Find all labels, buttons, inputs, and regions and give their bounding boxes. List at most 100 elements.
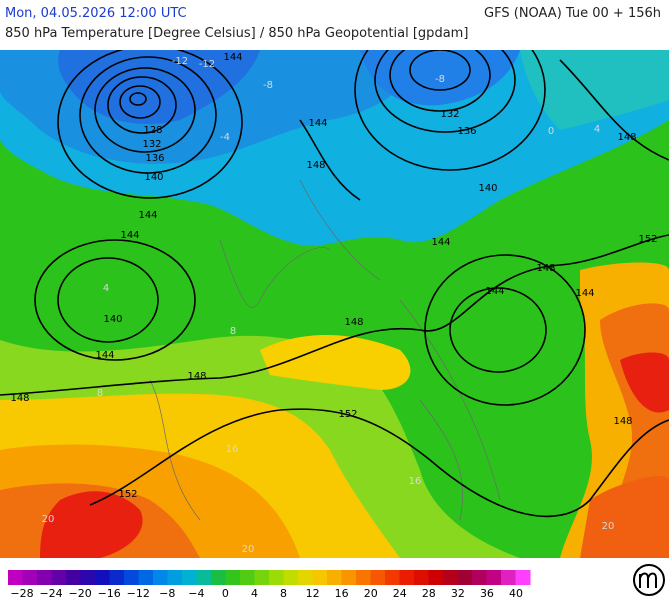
temperature-label: 8 [230, 326, 236, 337]
contour-label: 152 [338, 409, 357, 420]
legend-swatch [37, 570, 52, 585]
contour-label: 148 [187, 371, 206, 382]
legend-label: 12 [306, 587, 320, 600]
legend-swatch [385, 570, 400, 585]
legend-label: 24 [393, 587, 407, 600]
temperature-label: 20 [242, 544, 255, 555]
temperature-label: -12 [199, 59, 215, 70]
legend-swatch [211, 570, 226, 585]
legend-swatch [298, 570, 313, 585]
legend-swatch [501, 570, 516, 585]
legend-swatch [283, 570, 299, 585]
legend-swatch [515, 570, 531, 585]
contour-label: 128 [143, 125, 162, 136]
temperature-label: 20 [42, 514, 55, 525]
contour-label: 148 [344, 317, 363, 328]
color-legend: −28 −24 −20 −16 −12 −8 −4 0 4 8 12 16 20 24 28 32 36 40 [8, 570, 531, 600]
legend-swatch [8, 570, 23, 585]
contour-label: 140 [144, 172, 163, 183]
legend-swatch [109, 570, 125, 585]
legend-swatch [312, 570, 328, 585]
temperature-label: 4 [103, 283, 109, 294]
temperature-label: 0 [548, 126, 554, 137]
legend-label: 32 [451, 587, 465, 600]
legend-swatch [370, 570, 386, 585]
legend-swatch [327, 570, 342, 585]
legend-label: −12 [127, 587, 150, 600]
legend-label: −4 [188, 587, 204, 600]
contour-label: 140 [478, 183, 497, 194]
legend-swatch [341, 570, 357, 585]
legend-label: −24 [39, 587, 62, 600]
legend-label: −16 [98, 587, 121, 600]
legend-swatch [457, 570, 473, 585]
contour-label: 148 [10, 393, 29, 404]
contour-label: 144 [431, 237, 450, 248]
contour-label: 144 [485, 286, 504, 297]
contour-label: 144 [138, 210, 157, 221]
temperature-label: -12 [172, 56, 188, 67]
legend-label: 4 [251, 587, 258, 600]
legend-swatch [356, 570, 371, 585]
legend-label: 16 [335, 587, 349, 600]
legend-label: 40 [509, 587, 523, 600]
legend-label: −8 [159, 587, 175, 600]
temperature-label: -8 [435, 74, 445, 85]
legend-swatch [472, 570, 487, 585]
legend-swatch [240, 570, 255, 585]
legend-swatch [399, 570, 415, 585]
temperature-label: 8 [97, 388, 103, 399]
contour-label: 148 [613, 416, 632, 427]
legend-swatch [414, 570, 429, 585]
legend-swatch [486, 570, 502, 585]
contour-label: 136 [145, 153, 164, 164]
contour-label: 140 [103, 314, 122, 325]
legend-swatch [196, 570, 212, 585]
legend-swatch [428, 570, 444, 585]
legend-label: 28 [422, 587, 436, 600]
contour-label: 144 [223, 52, 242, 63]
legend-swatch [254, 570, 270, 585]
valid-time: Mon, 04.05.2026 12:00 UTC [5, 6, 187, 21]
logo [633, 564, 665, 596]
legend-swatch [443, 570, 458, 585]
legend-swatch [269, 570, 284, 585]
contour-label: 144 [120, 230, 139, 241]
legend-swatch [225, 570, 241, 585]
contour-label: 152 [118, 489, 137, 500]
geopotential-contours [0, 50, 669, 518]
contour-label: 132 [440, 109, 459, 120]
legend-label: −20 [69, 587, 92, 600]
contour-label: 144 [308, 118, 327, 129]
legend-label: −28 [10, 587, 33, 600]
legend-swatch [66, 570, 81, 585]
temperature-label: 4 [594, 124, 600, 135]
legend-swatch [167, 570, 183, 585]
contour-label: 148 [536, 263, 555, 274]
legend-label: 36 [480, 587, 494, 600]
temperature-label: 16 [409, 476, 422, 487]
contour-label: 152 [638, 234, 657, 245]
legend-label: 8 [280, 587, 287, 600]
legend-swatch [51, 570, 67, 585]
temperature-label: 20 [602, 521, 615, 532]
legend-label: 20 [364, 587, 378, 600]
subtitle: 850 hPa Temperature [Degree Celsius] / 8… [5, 26, 469, 41]
contour-label: 132 [142, 139, 161, 150]
legend-swatch [22, 570, 38, 585]
legend-swatch [182, 570, 197, 585]
legend-swatch [95, 570, 110, 585]
legend-swatch [124, 570, 139, 585]
legend-swatch [153, 570, 168, 585]
contour-label: 136 [457, 126, 476, 137]
map-labels: 128 132 136 140 144 144 140 144 148 148 148 152 152 1… [10, 52, 657, 555]
temperature-label: 16 [226, 444, 239, 455]
temperature-label: -4 [220, 132, 230, 143]
legend-swatch [80, 570, 96, 585]
temperature-field [0, 50, 669, 558]
contour-label: 148 [306, 160, 325, 171]
legend-label: 0 [222, 587, 229, 600]
model-run: GFS (NOAA) Tue 00 + 156h [484, 6, 661, 21]
